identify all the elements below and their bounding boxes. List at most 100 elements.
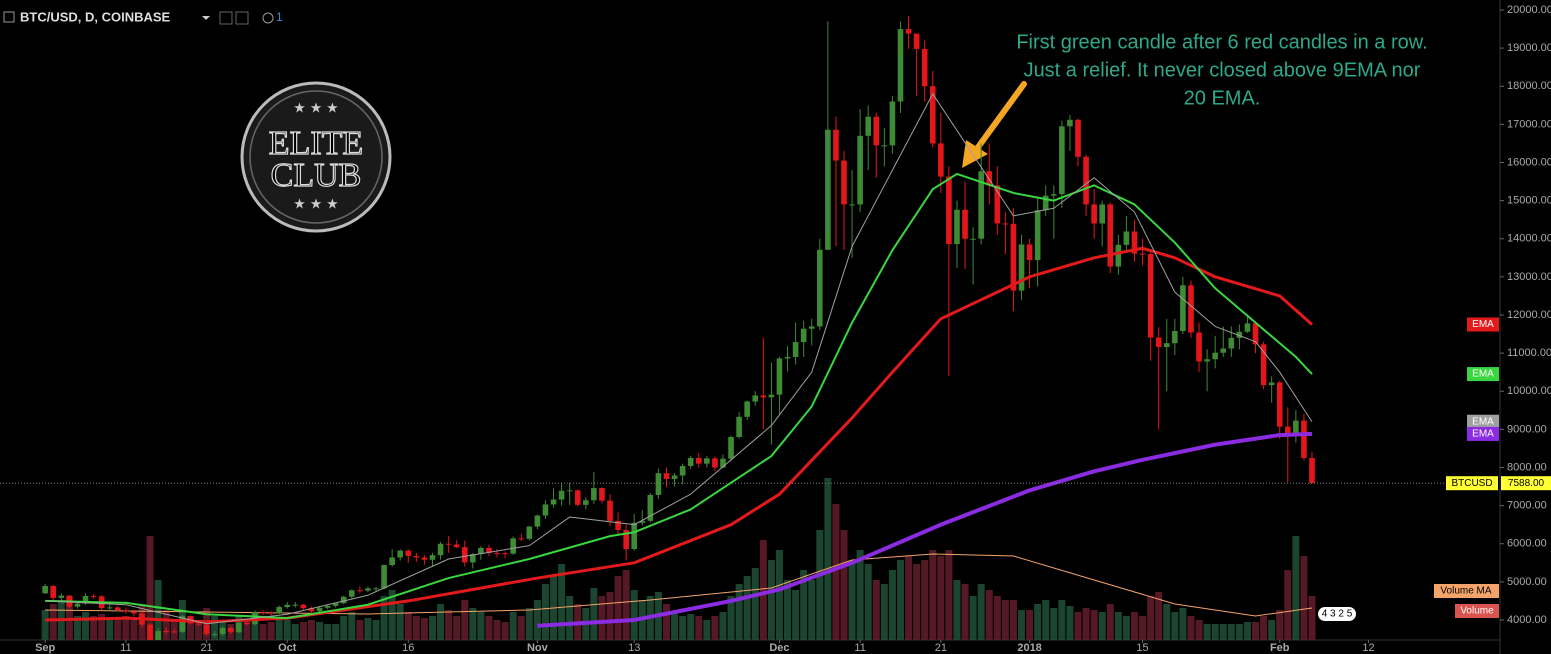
- candle-body: [1293, 420, 1299, 434]
- candle-body: [82, 595, 89, 604]
- candle-body: [1268, 382, 1275, 386]
- candle-body: [227, 627, 234, 633]
- candle-body: [1244, 323, 1251, 332]
- volume-bar: [501, 622, 509, 640]
- candle-body: [526, 526, 533, 539]
- alert-icon[interactable]: [262, 12, 274, 24]
- volume-bar: [307, 620, 315, 640]
- ema-line: [537, 431, 1313, 628]
- candle-body: [1010, 223, 1017, 291]
- candle-body: [1115, 244, 1122, 267]
- candle-body: [292, 604, 299, 606]
- logo-stars: ★ ★ ★: [293, 196, 338, 212]
- candle-body: [244, 622, 250, 625]
- volume-bar: [267, 622, 275, 640]
- volume-bar: [808, 580, 816, 640]
- candle-body: [171, 631, 178, 633]
- dropdown-icon[interactable]: [202, 16, 210, 20]
- volume-bar: [679, 616, 687, 640]
- volume-bar: [525, 608, 533, 640]
- collapse-icon[interactable]: [3, 11, 15, 23]
- candle-body: [1155, 337, 1162, 348]
- candle-body: [163, 631, 170, 633]
- candle-body: [42, 585, 48, 594]
- candle-body: [260, 611, 266, 613]
- volume-bar: [1155, 592, 1163, 640]
- candle-body: [1026, 244, 1033, 261]
- candle-body: [74, 603, 81, 607]
- volume-bar: [485, 616, 493, 640]
- x-tick-label: 13: [628, 642, 640, 654]
- volume-tag: [1455, 604, 1499, 618]
- candle-body: [203, 624, 210, 635]
- candle-body: [478, 547, 484, 555]
- volume-bar: [856, 550, 864, 640]
- volume-bar: [453, 616, 461, 640]
- candle-body: [1260, 344, 1267, 386]
- y-tick-label: 17000.00: [1507, 118, 1551, 130]
- volume-bar: [816, 530, 824, 640]
- volume-bar: [1009, 600, 1017, 640]
- candle-body: [58, 595, 65, 598]
- volume-bar: [921, 560, 929, 640]
- volume-bar: [1235, 624, 1243, 640]
- candle-body: [179, 616, 186, 632]
- volume-bar: [662, 604, 670, 640]
- volume-bar: [1139, 616, 1147, 640]
- volume-bar: [146, 536, 154, 640]
- candle-body: [792, 342, 799, 357]
- candle-body: [1123, 231, 1130, 245]
- volume-bar: [130, 620, 138, 640]
- candle-body: [316, 607, 323, 612]
- candle-body: [308, 608, 315, 612]
- candle-body: [889, 101, 896, 146]
- volume-bar: [945, 550, 953, 640]
- volume-bar: [905, 556, 913, 640]
- volume-bar: [977, 584, 985, 640]
- volume-bar: [324, 624, 332, 640]
- candle-body: [1284, 426, 1291, 434]
- candle-body: [284, 604, 291, 608]
- candle-body: [695, 457, 702, 464]
- volume-bar: [1284, 570, 1292, 640]
- candle-body: [219, 627, 226, 635]
- candle-body: [639, 520, 646, 523]
- volume-bar: [1227, 624, 1235, 640]
- y-tick-label: 6000.00: [1507, 538, 1547, 550]
- candle-body: [437, 543, 444, 556]
- settings-icon[interactable]: [235, 11, 249, 25]
- volume-bar: [937, 556, 945, 640]
- volume-bar: [251, 612, 259, 640]
- y-tick-label: 14000.00: [1507, 233, 1551, 245]
- candle-body: [1131, 231, 1138, 254]
- volume-bar: [953, 580, 961, 640]
- volume-bar: [517, 616, 525, 640]
- symbol-title[interactable]: BTC/USD, D, COINBASE: [20, 9, 171, 24]
- candle-body: [324, 605, 331, 608]
- volume-bar: [735, 584, 743, 640]
- volume-bar: [541, 584, 549, 640]
- candle-body: [1188, 285, 1194, 333]
- candle-body: [1059, 126, 1065, 195]
- volume-bar: [614, 576, 622, 640]
- candle-body: [599, 488, 605, 501]
- candle-body: [461, 547, 468, 563]
- x-tick-label: 16: [402, 642, 414, 654]
- volume-bar: [719, 612, 727, 640]
- ema-line: [45, 93, 1313, 625]
- candle-body: [1172, 330, 1178, 344]
- candle-body: [1204, 359, 1210, 362]
- settings-icon[interactable]: [219, 11, 233, 25]
- candle-body: [873, 116, 880, 146]
- volume-bar: [1292, 536, 1300, 640]
- candle-body: [1067, 119, 1073, 127]
- candle-body: [1083, 156, 1089, 205]
- candle-body: [1301, 420, 1307, 458]
- x-tick-label: 12: [1362, 642, 1374, 654]
- volume-bar: [1050, 608, 1058, 640]
- volume-bar: [404, 612, 412, 640]
- candle-body: [566, 490, 573, 492]
- candle-body: [1042, 195, 1049, 211]
- volume-bar: [558, 564, 566, 640]
